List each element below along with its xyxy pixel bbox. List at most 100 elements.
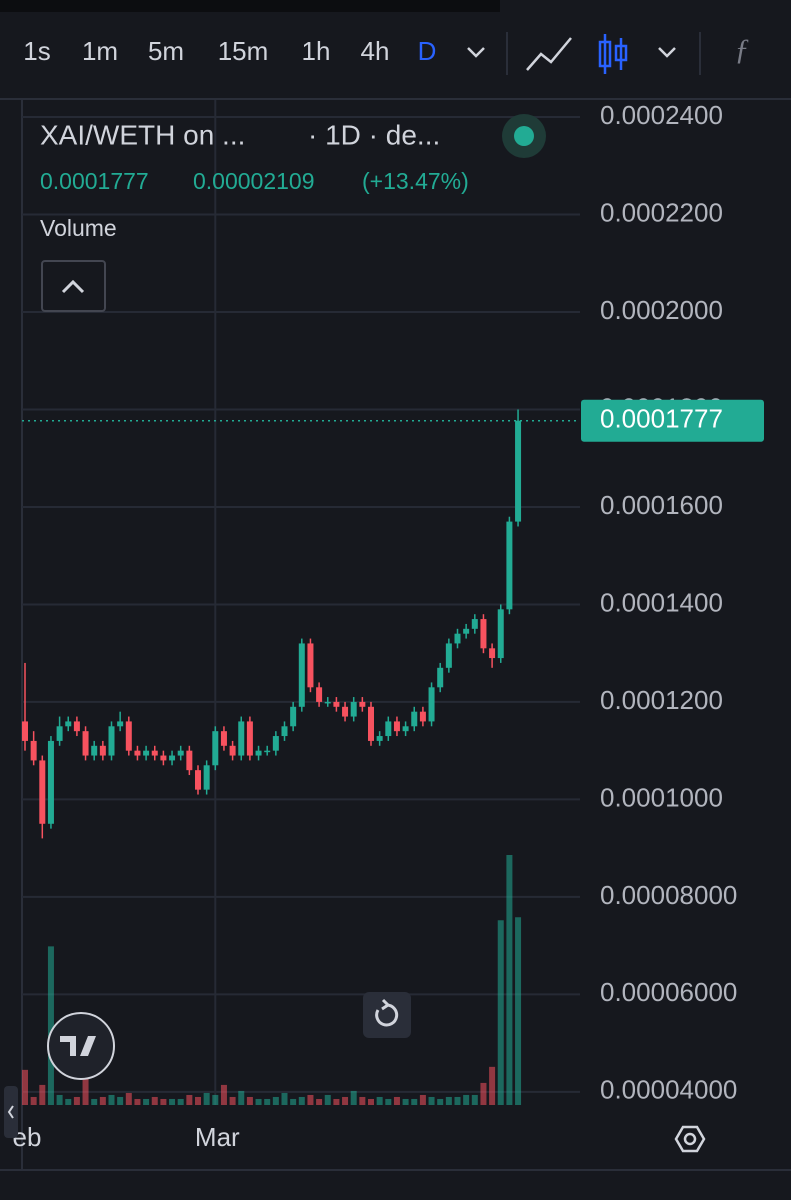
y-tick-label: 0.0001400 [600,587,723,617]
interval-option[interactable]: D [418,36,437,66]
settings-icon[interactable] [674,1125,706,1153]
candle-body [463,628,470,634]
candle-body [454,633,461,644]
volume-bar [445,1096,452,1105]
candle-body [203,765,210,790]
candle-icon[interactable] [598,34,628,74]
volume-bar [454,1096,461,1105]
interval-option[interactable]: 1h [302,36,331,66]
candle-body [411,711,418,727]
candle-body [30,740,37,761]
interval-option[interactable]: 5m [148,36,184,66]
volume-bar [471,1094,478,1105]
volume-bar [22,1069,28,1105]
interval-option[interactable]: 1s [23,36,50,66]
volume-bar [91,1098,98,1105]
candle-body [402,726,409,732]
reset-button[interactable] [363,992,411,1038]
candle-body [497,609,504,659]
volume-bar [264,1098,271,1105]
candle-body [186,750,193,771]
toolbar: 1s 1m 5m 15m 1h 4h D [23,36,436,66]
volume-bar [393,1096,400,1105]
interval-label: · 1D · de... [308,119,440,150]
chart-type-dropdown[interactable] [658,47,676,58]
volume-bar [515,917,522,1105]
volume-bar [437,1098,444,1105]
logo[interactable] [47,1012,115,1080]
volume-bar [160,1098,167,1105]
volume-bar [298,1096,305,1105]
candle-body [82,731,89,756]
volume-bar [220,1084,227,1105]
candle-body [255,750,262,756]
candle-body [515,420,522,522]
interval-option[interactable]: 15m [218,36,269,66]
candle-body [73,721,80,732]
volume-bar [307,1094,314,1105]
candle-body [290,706,297,727]
candle-body [177,750,184,756]
volume-bar [30,1096,37,1105]
volume-bar [506,855,513,1105]
candle-body [350,701,357,717]
candle-body [264,750,271,753]
candle-body [316,687,323,702]
volume-bar [65,1098,72,1105]
volume-bar [368,1098,374,1105]
candle-body [272,736,279,751]
price-change: 0.00002109 [193,168,315,194]
settings-icon-center [683,1132,697,1146]
candle-body [47,740,54,824]
candle-body [169,755,176,761]
candle-body [151,750,158,756]
volume-bar [73,1096,80,1105]
y-tick-label: 0.0002000 [600,295,723,325]
volume-bar [497,920,504,1105]
volume-bar [47,946,54,1105]
candle-body [437,667,444,688]
interval-dropdown[interactable] [467,47,485,58]
plot-area: 0.00024000.00022000.00020000.00018000.00… [13,100,764,1152]
volume-bar [229,1096,236,1105]
interval-option[interactable]: 1m [82,36,118,66]
top-strip [0,0,500,12]
y-tick-label: 0.0002200 [600,197,723,227]
candle-body [22,721,28,741]
volume-bar [281,1092,288,1105]
candle-body [246,721,253,756]
candle-body [134,750,141,756]
candle-body [56,726,63,741]
interval-option[interactable]: 4h [361,36,390,66]
volume-bar [342,1096,349,1105]
volume-bar [428,1096,435,1105]
candle-body [238,721,245,756]
volume-bar [480,1082,487,1105]
line-chart-icon[interactable] [526,37,572,71]
candle-body [368,706,374,741]
candle-body [324,701,331,704]
candle-body [385,721,392,737]
collapse-icon [61,279,85,294]
x-tick-label: Mar [195,1122,240,1152]
y-tick-label: 0.00006000 [600,977,737,1007]
candle-body [143,750,150,756]
candle-body [195,770,201,790]
candle-body [65,721,72,727]
candle-body [419,711,426,722]
candle-body [220,731,227,746]
collapse-button[interactable] [41,260,106,312]
status-dot [514,126,534,146]
y-tick-label: 0.00008000 [600,880,737,910]
volume-bar [411,1098,418,1105]
candle-body [99,745,106,756]
indicators-icon[interactable]: ƒ [735,33,750,66]
volume-bar [108,1094,115,1105]
candle-body [333,701,340,707]
y-tick-label: 0.0001600 [600,490,723,520]
volume-bar [82,1069,89,1105]
indicator-label: Volume [40,215,117,241]
scroll-handle[interactable] [4,1086,18,1138]
last-price-label: 0.0001777 [600,404,723,434]
volume-bar [203,1092,210,1105]
